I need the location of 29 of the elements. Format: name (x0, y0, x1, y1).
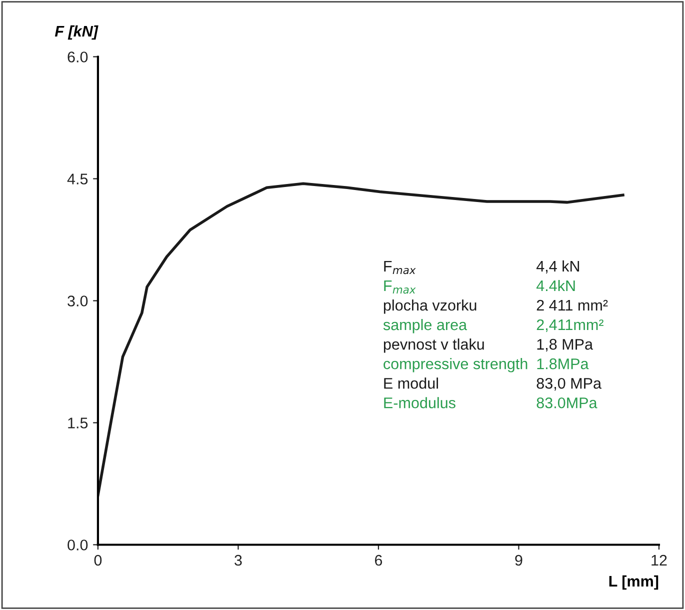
x-tick-label: 0 (94, 554, 102, 566)
y-axis-title: F [kN] (54, 25, 98, 40)
annotation: 1.8MPa (537, 358, 589, 370)
annotation: F$_{max}$ (384, 280, 416, 294)
annotation: 4,4 kN (536, 260, 580, 274)
x-axis-title: L [mm] (609, 575, 658, 590)
annotation: compressive strength (384, 358, 528, 372)
annotation: 83,0 MPa (536, 378, 602, 391)
annotation: 83.0MPa (536, 397, 598, 408)
y-tick-label: 1.5 (68, 418, 88, 428)
y-tick-label: 6.0 (68, 52, 88, 62)
annotation: pevnost v tlaku (384, 338, 484, 353)
annotation: 2,411mm² (536, 319, 604, 332)
annotation: E-modulus (384, 397, 456, 408)
annotation: plocha vzorku (384, 299, 476, 314)
line-series (98, 182, 624, 497)
y-tick-label: 3.0 (68, 296, 88, 306)
x-tick-label: 9 (515, 554, 522, 566)
annotation: 2 411 mm² (536, 300, 608, 311)
y-tick-label: 0.0 (68, 540, 88, 550)
y-tick-label: 4.5 (67, 174, 88, 184)
annotation: F$_{max}$ (384, 260, 416, 274)
annotation: E modul (384, 378, 438, 389)
x-tick-label: 6 (374, 554, 382, 566)
annotation: sample area (383, 318, 468, 334)
annotation: 1,8 MPa (537, 338, 594, 352)
annotation: 4.4kN (536, 280, 575, 292)
x-tick-label: 3 (234, 554, 242, 566)
x-tick-label: 12 (652, 554, 667, 566)
